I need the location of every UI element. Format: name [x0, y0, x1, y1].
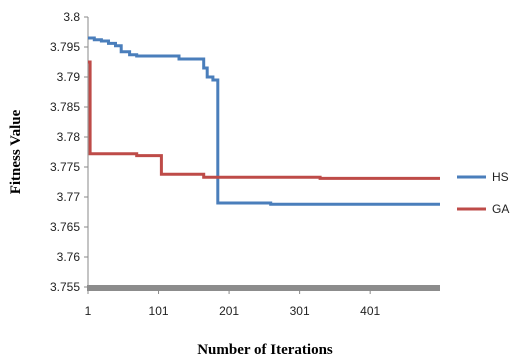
y-tick-label: 3.795 — [50, 40, 80, 54]
series-line-hs — [88, 36, 440, 206]
x-tick-label: 101 — [149, 304, 169, 318]
x-tick-label: 1 — [85, 304, 92, 318]
y-tick-label: 3.755 — [50, 280, 80, 294]
x-tick-label: 401 — [360, 304, 380, 318]
y-tick-label: 3.775 — [50, 160, 80, 174]
y-tick-label: 3.77 — [57, 190, 81, 204]
x-tick-label: 301 — [290, 304, 310, 318]
y-tick-label: 3.79 — [57, 70, 81, 84]
x-axis-title: Number of Iterations — [197, 342, 333, 358]
legend-label-hs: HS — [492, 170, 509, 184]
y-tick-label: 3.78 — [57, 130, 81, 144]
y-axis-title: Fitness Value — [8, 109, 24, 194]
series-line-ga — [88, 60, 440, 180]
y-tick-label: 3.76 — [57, 250, 81, 264]
y-tick-label: 3.785 — [50, 100, 80, 114]
y-tick-label: 3.765 — [50, 220, 80, 234]
legend-label-ga: GA — [492, 202, 509, 216]
x-tick-label: 201 — [219, 304, 239, 318]
x-axis-line — [87, 285, 440, 291]
y-tick-label: 3.8 — [63, 10, 80, 24]
